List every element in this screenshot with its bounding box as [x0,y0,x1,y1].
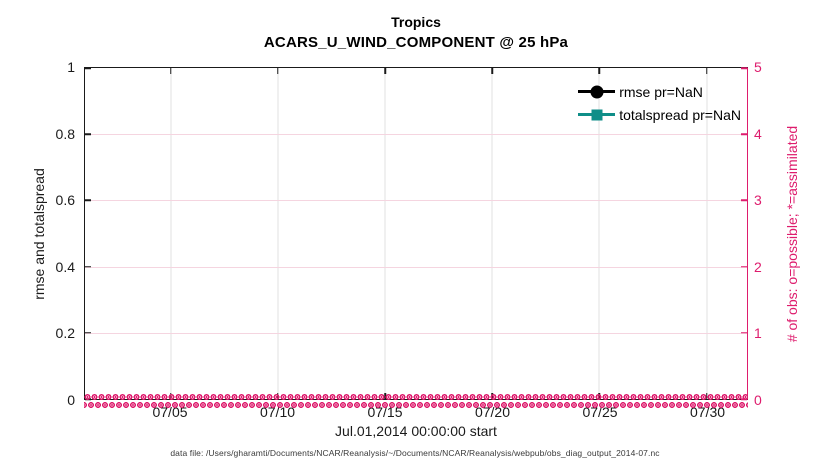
gridline-horizontal [85,134,747,136]
right-y-tick-mark [741,332,747,334]
gridline-horizontal [85,200,747,202]
x-tick-mark-top [705,68,708,74]
gridline-vertical [384,68,386,399]
obs-count-marker-band [84,393,748,409]
right-y-tick-mark [741,199,747,202]
legend-label-rmse: rmse pr=NaN [619,83,703,100]
legend-item-rmse: rmse pr=NaN [578,80,741,103]
data-file-caption: data file: /Users/gharamti/Documents/NCA… [170,448,660,458]
left-y-tick-label: 0.2 [55,325,75,342]
left-axis-tick-labels: 1 0.8 0.6 0.4 0.2 0 [0,59,78,408]
left-y-tick-mark [85,199,91,202]
right-y-tick-label: 1 [754,325,762,342]
totalspread-square-marker-icon [591,109,603,120]
right-y-tick-label: 4 [754,125,762,142]
legend-label-totalspread: totalspread pr=NaN [619,106,741,123]
left-y-tick-mark [85,265,91,268]
plot-title: Tropics [391,14,441,30]
left-y-tick-label: 0.8 [55,125,75,142]
obs-marker-row-1 [84,393,748,401]
right-y-tick-label: 5 [754,59,762,75]
x-tick-mark-top [277,68,279,74]
rmse-line-sample [578,85,616,98]
gridline-vertical [491,68,493,399]
left-y-tick-label: 0.4 [55,258,75,275]
obs-marker-row-2 [84,401,748,409]
right-y-tick-label: 2 [754,258,762,275]
gridline-horizontal [85,332,747,334]
x-tick-mark-top [169,68,172,74]
x-axis-label: Jul.01,2014 00:00:00 start [335,423,497,439]
gridline-vertical [706,68,708,399]
title-block: Tropics ACARS_U_WIND_COMPONENT @ 25 hPa [84,14,748,51]
right-y-tick-label: 0 [754,392,762,408]
gridline-vertical [277,68,279,399]
left-y-tick-mark [85,332,91,334]
right-axis-tick-labels: 5 4 3 2 1 0 [752,59,792,408]
right-y-tick-mark [741,67,747,69]
x-tick-mark-top [384,68,386,74]
gridline-horizontal [85,266,747,268]
gridline-vertical [598,68,600,399]
left-y-tick-label: 1 [67,59,75,75]
right-y-tick-mark [741,265,747,268]
right-y-tick-mark [741,133,747,135]
rmse-circle-marker-icon [590,85,604,98]
gridline-vertical [170,68,172,399]
left-y-tick-label: 0 [67,392,75,408]
left-y-tick-label: 0.6 [55,192,75,209]
plot-subtitle: ACARS_U_WIND_COMPONENT @ 25 hPa [263,34,569,51]
left-y-tick-mark [85,67,91,69]
totalspread-line-sample [578,109,616,120]
left-y-tick-mark [85,133,91,135]
x-tick-mark-top [491,68,494,74]
legend: rmse pr=NaN totalspread pr=NaN [578,80,741,126]
right-y-tick-label: 3 [754,192,762,209]
legend-item-totalspread: totalspread pr=NaN [578,103,741,126]
x-tick-mark-top [598,68,601,74]
plot-area: rmse and totalspread # of obs: o=possibl… [31,67,800,409]
